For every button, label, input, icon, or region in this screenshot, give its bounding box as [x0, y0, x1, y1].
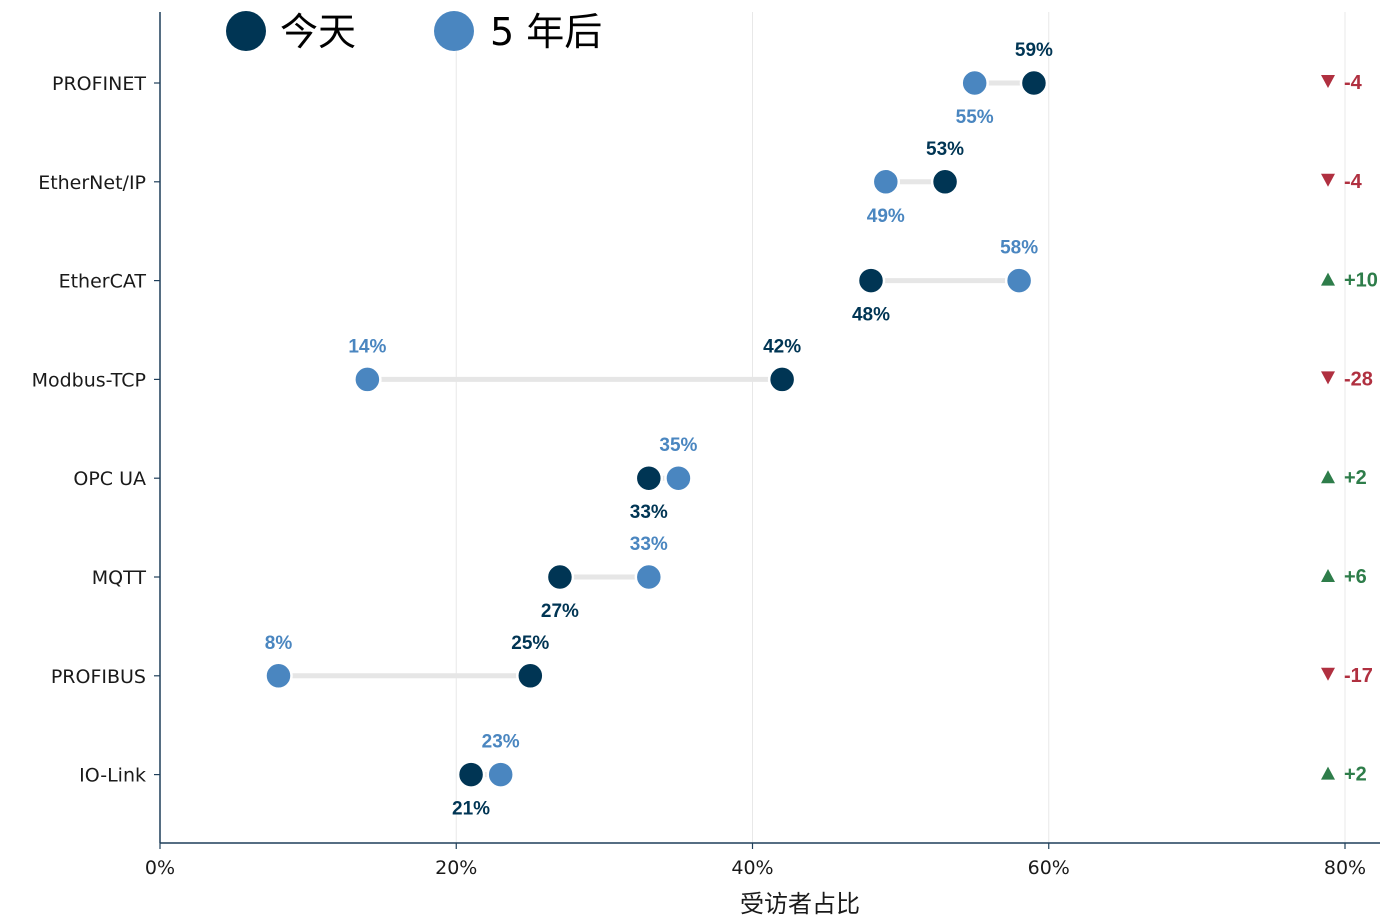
category-label: EtherNet/IP	[38, 172, 146, 194]
future-value-label: 14%	[348, 336, 386, 357]
future-dot	[871, 167, 901, 197]
future-value-label: 55%	[956, 107, 994, 128]
legend: 今天 5 年后	[226, 10, 602, 54]
up-triangle-icon	[1321, 766, 1335, 780]
change-value-label: -4	[1344, 72, 1363, 94]
category-label: IO-Link	[79, 765, 146, 787]
today-value-label: 27%	[541, 601, 579, 622]
change-value-label: +10	[1344, 270, 1378, 292]
today-value-label: 21%	[452, 799, 490, 820]
future-dot	[634, 562, 664, 592]
future-value-label: 33%	[630, 534, 668, 555]
future-dot	[264, 661, 293, 691]
change-value-label: +2	[1344, 467, 1367, 489]
category-label: PROFIBUS	[51, 666, 146, 688]
today-value-label: 33%	[630, 502, 668, 523]
future-dot	[353, 365, 382, 394]
x-tick-label: 20%	[435, 857, 477, 879]
future-value-label: 49%	[867, 206, 905, 227]
change-value-label: -17	[1344, 665, 1373, 687]
today-dot	[856, 266, 886, 295]
up-triangle-icon	[1321, 272, 1335, 286]
change-indicators: -4 -4 +10 -28 +2 +6 -17 +2	[1321, 72, 1378, 786]
legend-marker-today	[226, 11, 266, 51]
future-dot	[1004, 266, 1034, 295]
change-value-label: +2	[1344, 764, 1367, 786]
today-dot	[456, 760, 486, 789]
legend-marker-future	[434, 11, 474, 51]
down-triangle-icon	[1321, 75, 1335, 88]
down-triangle-icon	[1321, 173, 1335, 187]
up-triangle-icon	[1321, 569, 1335, 582]
down-triangle-icon	[1321, 371, 1335, 385]
category-labels: PROFINET EtherNet/IP EtherCAT Modbus-TCP OPC…	[32, 73, 160, 787]
today-value-label: 53%	[926, 139, 964, 160]
today-dot	[516, 661, 545, 691]
today-dot	[930, 167, 960, 197]
x-axis-title: 受访者占比	[740, 890, 860, 918]
today-dot	[767, 365, 797, 394]
future-dot	[960, 68, 989, 98]
down-triangle-icon	[1321, 667, 1335, 681]
category-label: MQTT	[92, 567, 147, 589]
axes	[159, 12, 1380, 844]
change-value-label: -4	[1344, 171, 1363, 193]
future-dot	[486, 760, 515, 789]
today-dot	[1019, 68, 1049, 98]
change-value-label: -28	[1344, 368, 1373, 390]
x-tick-label: 80%	[1324, 857, 1366, 879]
data-marks: 59% 55% 53% 49% 48% 58% 42% 14% 33% 35% 27% 33% 25% 8…	[264, 40, 1053, 820]
category-label: Modbus-TCP	[32, 369, 146, 391]
today-dot	[634, 463, 664, 493]
today-value-label: 42%	[763, 336, 801, 357]
future-value-label: 58%	[1000, 238, 1038, 259]
x-tick-label: 0%	[145, 857, 175, 879]
legend-label-today: 今天	[280, 10, 356, 54]
change-value-label: +6	[1344, 566, 1367, 588]
x-tick-label: 40%	[731, 857, 773, 879]
future-value-label: 23%	[482, 732, 520, 753]
future-value-label: 35%	[659, 435, 697, 456]
grid-lines	[455, 12, 1346, 843]
category-label: PROFINET	[52, 73, 146, 95]
today-value-label: 48%	[852, 305, 890, 326]
category-label: OPC UA	[73, 468, 146, 490]
future-dot	[664, 463, 693, 493]
x-axis-ticks: 0% 20% 40% 60% 80%	[145, 843, 1366, 879]
x-tick-label: 60%	[1028, 857, 1070, 879]
up-triangle-icon	[1321, 470, 1335, 484]
category-label: EtherCAT	[59, 271, 147, 293]
future-value-label: 8%	[265, 633, 293, 654]
today-value-label: 59%	[1015, 40, 1053, 61]
legend-label-future: 5 年后	[490, 10, 602, 54]
today-dot	[545, 562, 575, 592]
today-value-label: 25%	[511, 633, 549, 654]
